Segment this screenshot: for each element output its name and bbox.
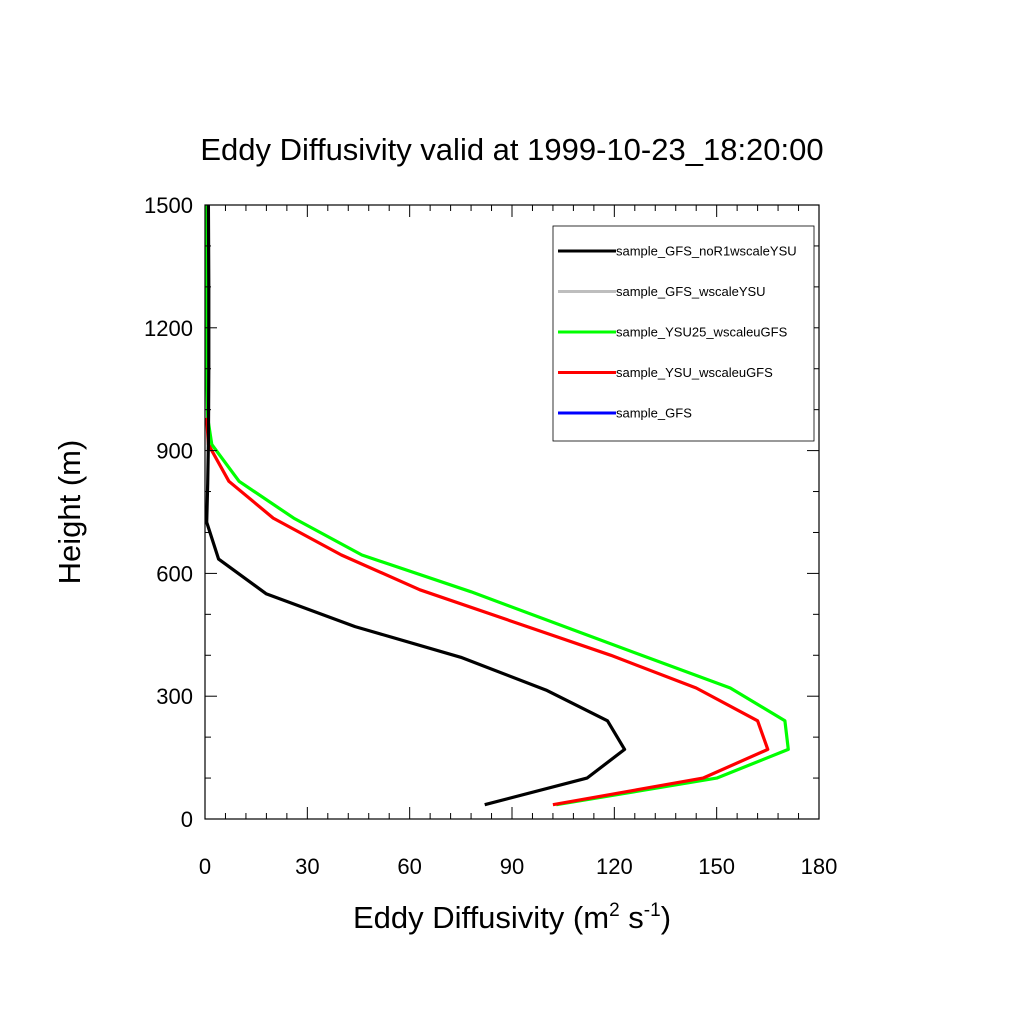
x-axis-label-main: Eddy Diffusivity (m <box>353 900 609 935</box>
x-axis-ticks: 0 30 60 90 120 150 180 <box>199 205 837 879</box>
y-tick-label: 1500 <box>144 193 193 218</box>
y-tick-label: 0 <box>181 807 193 832</box>
legend-label: sample_GFS_wscaleYSU <box>616 284 766 299</box>
y-axis-label: Height (m) <box>52 440 87 585</box>
legend-label: sample_YSU_wscaleuGFS <box>616 365 773 380</box>
y-tick-label: 300 <box>156 684 193 709</box>
x-tick-label: 0 <box>199 854 211 879</box>
x-tick-label: 90 <box>500 854 524 879</box>
x-axis-label-end: ) <box>661 900 671 935</box>
x-tick-label: 150 <box>698 854 735 879</box>
chart-title: Eddy Diffusivity valid at 1999-10-23_18:… <box>200 132 823 167</box>
legend-items: sample_GFS_noR1wscaleYSU sample_GFS_wscal… <box>558 244 797 421</box>
y-tick-label: 900 <box>156 439 193 464</box>
series-line-sample_YSU_wscaleuGFS <box>205 417 770 807</box>
series-line-sample_YSU25_wscaleuGFS <box>205 205 790 807</box>
legend-label: sample_YSU25_wscaleuGFS <box>616 325 788 340</box>
x-axis-label-mid: s <box>620 900 644 935</box>
x-axis-label-sup1: 2 <box>609 900 620 921</box>
x-tick-label: 180 <box>801 854 838 879</box>
legend-label: sample_GFS_noR1wscaleYSU <box>616 244 797 259</box>
legend-box <box>552 225 815 442</box>
x-axis-label-sup2: -1 <box>644 900 661 921</box>
x-tick-label: 60 <box>397 854 421 879</box>
legend: sample_GFS_noR1wscaleYSU sample_GFS_wscal… <box>552 225 815 442</box>
series-line-sample_GFS_noR1wscaleYSU <box>205 204 627 807</box>
series-layer <box>205 204 790 807</box>
y-tick-label: 600 <box>156 561 193 586</box>
x-axis-label: Eddy Diffusivity (m2 s-1) <box>353 900 671 935</box>
y-tick-label: 1200 <box>144 316 193 341</box>
y-axis-ticks: 0 300 600 900 1200 1500 <box>144 193 819 832</box>
legend-label: sample_GFS <box>616 406 692 421</box>
x-tick-label: 120 <box>596 854 633 879</box>
x-tick-label: 30 <box>295 854 319 879</box>
